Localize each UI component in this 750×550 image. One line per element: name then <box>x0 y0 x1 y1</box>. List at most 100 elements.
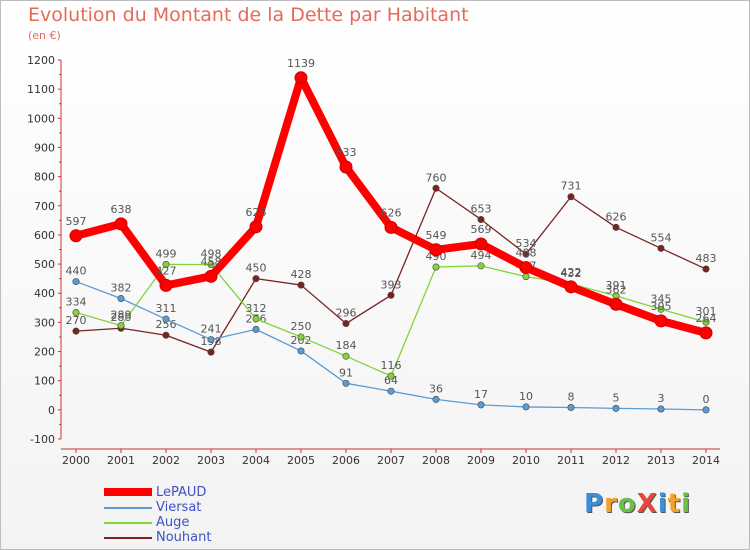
data-point-auge <box>702 318 710 326</box>
data-label-viersat: 382 <box>111 281 132 294</box>
data-label-viersat: 8 <box>568 391 575 404</box>
data-label-auge: 250 <box>291 320 312 333</box>
data-point-nouhant <box>207 348 215 356</box>
data-point-nouhant <box>477 215 485 223</box>
plot-area: 2702802561984504282963937606535347316265… <box>66 57 717 414</box>
data-point-auge <box>477 262 485 270</box>
data-label-lepaud: 488 <box>516 247 537 260</box>
data-label-nouhant: 280 <box>111 311 132 324</box>
x-tick-label: 2000 <box>62 454 90 467</box>
data-point-viersat <box>387 387 395 395</box>
data-label-viersat: 36 <box>429 382 443 395</box>
data-label-auge: 391 <box>606 279 627 292</box>
data-point-auge <box>432 263 440 271</box>
data-label-nouhant: 428 <box>291 268 312 281</box>
data-label-viersat: 311 <box>156 302 177 315</box>
data-point-auge <box>207 261 215 269</box>
data-point-nouhant <box>522 250 530 258</box>
axes: -100010020030040050060070080090010001100… <box>27 54 720 467</box>
data-point-auge <box>162 260 170 268</box>
data-label-nouhant: 760 <box>426 171 447 184</box>
unit-label: (en €) <box>28 29 61 42</box>
data-point-viersat <box>657 405 665 413</box>
data-point-auge <box>522 273 530 281</box>
data-point-lepaud <box>69 229 83 243</box>
data-label-lepaud: 569 <box>471 223 492 236</box>
data-label-auge: 345 <box>651 292 672 305</box>
data-point-viersat <box>477 401 485 409</box>
legend-label: Nouhant <box>156 530 212 545</box>
data-label-lepaud: 305 <box>651 300 672 313</box>
data-label-auge: 289 <box>111 309 132 322</box>
x-tick-label: 2010 <box>512 454 540 467</box>
y-tick-label: 200 <box>34 346 55 359</box>
data-label-viersat: 0 <box>703 393 710 406</box>
legend-item-lepaud: LePAUD <box>104 485 211 500</box>
data-label-nouhant: 450 <box>246 262 267 275</box>
proxiti-logo: ProXiti <box>584 489 692 519</box>
legend-label: Auge <box>156 515 190 530</box>
legend-label: LePAUD <box>156 485 207 500</box>
data-point-auge <box>117 322 125 330</box>
data-point-lepaud <box>609 297 623 311</box>
data-label-viersat: 64 <box>384 374 398 387</box>
data-label-lepaud: 422 <box>561 266 582 279</box>
data-label-nouhant: 483 <box>696 252 717 265</box>
data-point-auge <box>657 305 665 313</box>
data-point-nouhant <box>567 193 575 201</box>
data-point-lepaud <box>474 237 488 251</box>
x-tick-label: 2004 <box>242 454 270 467</box>
data-point-lepaud <box>429 243 443 257</box>
legend-item-viersat: Viersat <box>104 500 211 515</box>
data-label-lepaud: 264 <box>696 312 717 325</box>
data-point-lepaud <box>654 314 668 328</box>
legend-swatch <box>104 537 152 539</box>
legend-swatch <box>104 488 152 496</box>
legend: LePAUD Viersat Auge Nouhant <box>104 485 211 545</box>
data-point-viersat <box>207 336 215 344</box>
data-label-viersat: 440 <box>66 265 87 278</box>
data-label-nouhant: 534 <box>516 237 537 250</box>
data-point-auge <box>72 308 80 316</box>
data-point-lepaud <box>114 217 128 231</box>
data-label-auge: 184 <box>336 339 357 352</box>
y-tick-label: 0 <box>48 404 55 417</box>
data-label-lepaud: 833 <box>336 146 357 159</box>
y-tick-label: 1000 <box>27 112 55 125</box>
data-point-nouhant <box>657 244 665 252</box>
data-label-nouhant: 653 <box>471 202 492 215</box>
x-tick-label: 2003 <box>197 454 225 467</box>
data-point-nouhant <box>432 184 440 192</box>
data-label-lepaud: 549 <box>426 229 447 242</box>
y-tick-label: 500 <box>34 258 55 271</box>
data-label-lepaud: 362 <box>606 283 627 296</box>
data-label-auge: 498 <box>201 248 222 261</box>
data-label-nouhant: 626 <box>606 210 627 223</box>
data-label-lepaud: 427 <box>156 264 177 277</box>
y-tick-label: -100 <box>30 433 55 446</box>
x-tick-label: 2014 <box>692 454 720 467</box>
data-point-nouhant <box>297 281 305 289</box>
x-tick-label: 2005 <box>287 454 315 467</box>
x-tick-label: 2011 <box>557 454 585 467</box>
data-label-lepaud: 626 <box>381 206 402 219</box>
x-tick-label: 2013 <box>647 454 675 467</box>
data-label-lepaud: 638 <box>111 203 132 216</box>
y-tick-label: 300 <box>34 316 55 329</box>
x-tick-label: 2009 <box>467 454 495 467</box>
data-point-auge <box>342 352 350 360</box>
legend-label: Viersat <box>156 500 202 515</box>
y-tick-label: 1200 <box>27 54 55 67</box>
data-label-nouhant: 393 <box>381 278 402 291</box>
data-label-nouhant: 554 <box>651 231 672 244</box>
data-point-lepaud <box>564 280 578 294</box>
data-label-lepaud: 628 <box>246 206 267 219</box>
data-point-lepaud <box>384 220 398 234</box>
data-point-nouhant <box>162 331 170 339</box>
data-label-nouhant: 270 <box>66 314 87 327</box>
data-point-lepaud <box>339 160 353 174</box>
y-tick-label: 900 <box>34 141 55 154</box>
series-nouhant: 2702802561984504282963937606535347316265… <box>66 171 717 356</box>
data-label-auge: 301 <box>696 305 717 318</box>
legend-item-nouhant: Nouhant <box>104 530 211 545</box>
